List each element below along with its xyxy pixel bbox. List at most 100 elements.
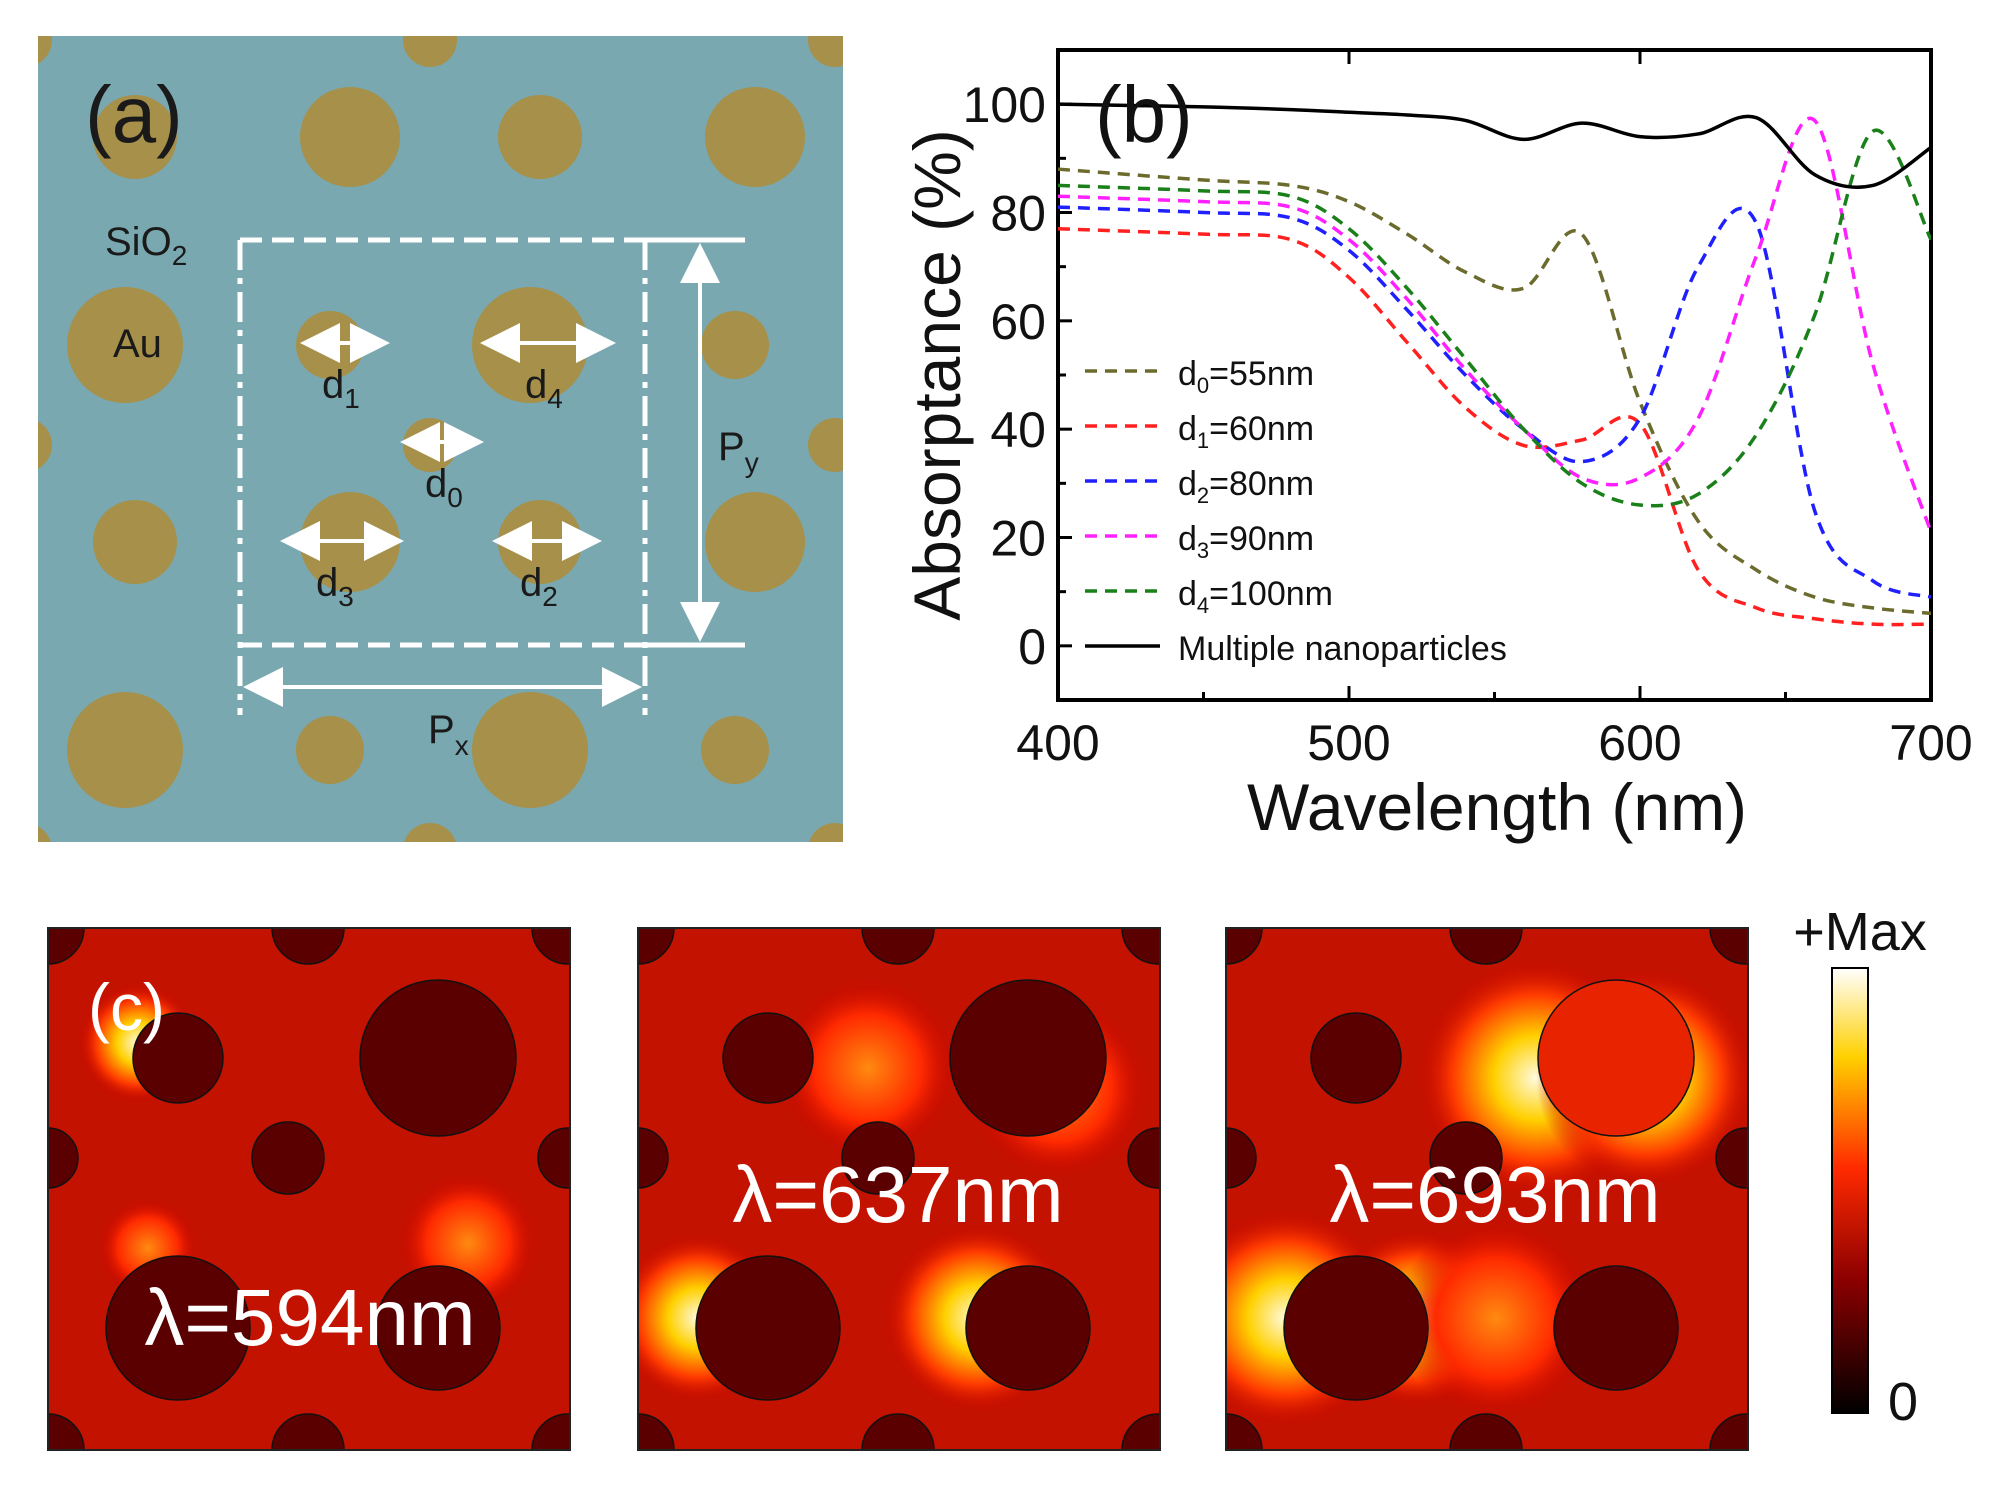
nanoparticle-outline xyxy=(1553,1265,1679,1391)
nanoparticle-outline xyxy=(1429,1121,1503,1195)
nanoparticle-outline xyxy=(861,928,935,965)
px-label: Px xyxy=(428,708,469,761)
chart-axes: 400 500 600 700 0 20 40 60 80 100 xyxy=(963,48,1973,771)
legend-entry: d0=55nm xyxy=(1178,355,1314,398)
gold-nanoparticle xyxy=(38,36,52,64)
nanoparticle-outline xyxy=(1226,1127,1257,1189)
gold-nanoparticle xyxy=(93,95,177,179)
nanoparticle-outline xyxy=(48,1413,85,1450)
gold-nanoparticle xyxy=(296,716,364,784)
nanoparticle-outline xyxy=(695,1255,841,1401)
gold-nanoparticle xyxy=(808,418,843,472)
field-map-1 xyxy=(48,928,570,1450)
gold-nanoparticle xyxy=(1308,500,1392,584)
x-tick-label: 400 xyxy=(1016,715,1099,771)
series-line-5 xyxy=(1058,102,1931,189)
x-tick-label: 700 xyxy=(1889,715,1972,771)
nanoparticle-outline xyxy=(841,1121,915,1195)
nanoparticle-outline xyxy=(48,928,85,965)
d3-label: d3 xyxy=(316,561,354,612)
d4-label: d4 xyxy=(525,363,563,414)
nanoparticle-outline xyxy=(375,1265,501,1391)
gold-nanoparticle xyxy=(0,1228,52,1282)
gold-nanoparticle xyxy=(403,36,457,67)
legend-entry: Multiple nanoparticles xyxy=(1178,630,1507,668)
gold-nanoparticle xyxy=(67,287,183,403)
nanoparticle-outline xyxy=(861,1413,935,1450)
panel-a-schematic: (a) SiO2 Au d1 d4 d0 d3 d2 Py Px xyxy=(0,13,1392,1282)
series-line-0 xyxy=(1058,167,1931,616)
nanoparticle-outline xyxy=(1226,1413,1263,1450)
gold-nanoparticle xyxy=(701,311,769,379)
field-map-border xyxy=(1225,927,1749,1451)
gold-nanoparticle xyxy=(1308,95,1392,179)
gold-nanoparticle xyxy=(877,692,993,808)
gold-nanoparticle xyxy=(808,36,843,67)
nanoparticle-outline xyxy=(949,979,1107,1137)
y-tick-label: 40 xyxy=(990,402,1046,458)
nanoparticle-outline xyxy=(1283,1255,1429,1401)
field-hotspot xyxy=(1396,1218,1596,1418)
legend-entry: d1=60nm xyxy=(1178,410,1314,453)
gold-nanoparticle xyxy=(300,87,400,187)
gold-nanoparticle xyxy=(705,492,805,592)
nanoparticle-outline xyxy=(965,1265,1091,1391)
nanoparticle-outline xyxy=(271,928,345,965)
nanoparticle-outline xyxy=(1537,979,1695,1137)
nanoparticle-outline xyxy=(531,928,570,965)
gold-nanoparticle xyxy=(1106,716,1174,784)
nanoparticle-outline xyxy=(722,1012,814,1104)
gold-nanoparticle xyxy=(93,500,177,584)
nanoparticle-outline xyxy=(48,1127,79,1189)
nanoparticle-outline xyxy=(1226,928,1263,965)
d1-label: d1 xyxy=(322,363,360,414)
panel-a-label: (a) xyxy=(85,70,183,159)
nanoparticle-outline xyxy=(1121,928,1160,965)
series-line-3 xyxy=(1058,116,1931,533)
chart-series-group xyxy=(1058,102,1931,627)
map-1-wavelength-label: λ=594nm xyxy=(144,1273,475,1362)
legend-entry: d2=80nm xyxy=(1178,465,1314,508)
gold-nanoparticle xyxy=(472,692,588,808)
panel-b-label: (b) xyxy=(1095,70,1193,159)
panel-c-label: (c) xyxy=(88,970,165,1044)
nanoparticle-outline xyxy=(359,979,517,1137)
panel-c-field-maps: (c) λ=594nm λ=637nm λ=693nm +Max 0 xyxy=(47,902,1927,1451)
nanoparticle-outline xyxy=(537,1127,570,1189)
legend-entry: d3=90nm xyxy=(1178,520,1314,563)
nanoparticle-outline xyxy=(251,1121,325,1195)
gold-nanoparticle xyxy=(701,716,769,784)
nanoparticle-outline xyxy=(1709,928,1748,965)
nanoparticle-outline xyxy=(105,1255,251,1401)
y-tick-label: 20 xyxy=(990,511,1046,567)
gold-nanoparticle xyxy=(498,95,582,179)
series-line-1 xyxy=(1058,227,1931,627)
field-map-2 xyxy=(638,928,1160,1450)
nanoparticle-outline xyxy=(1709,1413,1748,1450)
x-tick-label: 500 xyxy=(1307,715,1390,771)
nanoparticle-outline xyxy=(531,1413,570,1450)
x-tick-label: 600 xyxy=(1598,715,1681,771)
field-hotspot xyxy=(778,978,958,1158)
gold-nanoparticle xyxy=(38,421,52,469)
y-tick-label: 80 xyxy=(990,186,1046,242)
nanoparticle-outline xyxy=(1310,1012,1402,1104)
y-tick-label: 0 xyxy=(1018,619,1046,675)
nanoparticle-outline xyxy=(1449,1413,1523,1450)
d0-label: d0 xyxy=(425,462,463,513)
map-3-wavelength-label: λ=693nm xyxy=(1329,1150,1660,1239)
chart-legend: d0=55nm d1=60nm d2=80nm d3=90nm d4=100nm Mult… xyxy=(1085,355,1507,668)
gold-nanoparticle xyxy=(705,87,805,187)
py-label: Py xyxy=(718,425,759,478)
nanoparticle-outline xyxy=(1121,1413,1160,1450)
gold-nanoparticle xyxy=(1106,311,1174,379)
y-tick-label: 60 xyxy=(990,294,1046,350)
nanoparticle-outline xyxy=(1715,1127,1748,1189)
colorbar xyxy=(1831,967,1869,1414)
nanoparticle-outline xyxy=(132,1012,224,1104)
y-axis-title: Absorptance (%) xyxy=(900,129,974,621)
d2-label: d2 xyxy=(520,561,558,612)
unit-cell-outline xyxy=(237,237,745,715)
gold-nanoparticle xyxy=(1213,13,1267,67)
